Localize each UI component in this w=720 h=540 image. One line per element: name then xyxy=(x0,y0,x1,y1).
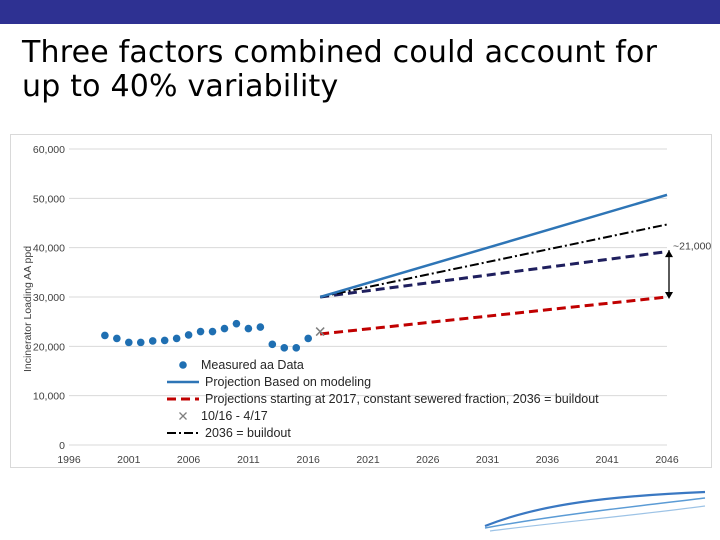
x-tick-label: 2006 xyxy=(177,454,201,466)
measured-data-point xyxy=(136,338,145,347)
measured-data-point xyxy=(232,319,241,328)
legend-marker-measured xyxy=(179,361,187,369)
series-line-dashdot xyxy=(319,223,668,298)
y-tick-label: 30,000 xyxy=(33,292,65,304)
wave-logo xyxy=(484,490,706,532)
x-tick-label: 2021 xyxy=(356,454,380,466)
x-tick-label: 2001 xyxy=(117,454,141,466)
measured-data-point xyxy=(125,338,133,347)
x-tick-label: 2036 xyxy=(536,454,560,466)
slide-title: Three factors combined could account for… xyxy=(22,36,702,104)
y-tick-label: 50,000 xyxy=(33,193,65,205)
x-tick-label: 2046 xyxy=(655,454,679,466)
legend-entry: Projection Based on modeling xyxy=(205,375,371,389)
measured-data-point xyxy=(268,340,277,349)
measured-data-point xyxy=(304,334,313,343)
top-accent-bar xyxy=(0,0,720,24)
y-tick-label: 40,000 xyxy=(33,243,65,255)
y-tick-label: 60,000 xyxy=(33,144,65,156)
x-tick-label: 2041 xyxy=(596,454,620,466)
y-axis-label: Incinerator Loading AA ppd xyxy=(22,246,34,372)
y-tick-label: 10,000 xyxy=(33,391,65,403)
measured-data-point xyxy=(184,331,193,339)
measured-data-point xyxy=(244,324,253,333)
measured-data-point xyxy=(220,324,229,333)
measured-data-point xyxy=(292,344,301,352)
measured-data-point xyxy=(113,334,121,343)
annotation-arrow-head-bottom xyxy=(665,291,673,299)
chart-frame: 0 10,000 20,000 30,000 40,000 50,000 60,000 199… xyxy=(10,134,712,468)
measured-data-point xyxy=(160,336,169,345)
measured-data-point xyxy=(101,331,109,340)
measured-data-point xyxy=(148,337,157,345)
measured-data-point xyxy=(280,344,289,352)
x-tick-label: 2031 xyxy=(476,454,500,466)
measured-data-point xyxy=(256,323,265,331)
line-chart: 0 10,000 20,000 30,000 40,000 50,000 60,000 199… xyxy=(22,144,711,466)
x-tick-label: 1996 xyxy=(57,454,81,466)
series-line-dashed xyxy=(320,295,668,336)
annotation-arrow-head-top xyxy=(665,250,673,258)
measured-data-point xyxy=(208,327,217,336)
x-tick-label: 2011 xyxy=(237,454,260,466)
legend-entry: 10/16 - 4/17 xyxy=(201,409,268,423)
x-marker-point xyxy=(315,327,325,337)
series-line-dashed-navy xyxy=(319,250,668,299)
series-line-solid xyxy=(319,193,668,299)
measured-data-point xyxy=(196,327,205,336)
legend-marker-x xyxy=(179,412,187,420)
y-tick-label: 20,000 xyxy=(33,341,65,353)
slide-title-line-2: up to 40% variability xyxy=(22,69,339,104)
y-tick-label: 0 xyxy=(59,440,65,452)
legend-entry: 2036 = buildout xyxy=(205,426,291,440)
slide-title-line-1: Three factors combined could account for xyxy=(22,35,658,70)
legend-entry: Measured aa Data xyxy=(201,358,304,372)
x-tick-label: 2026 xyxy=(416,454,440,466)
annotation-label: ~21,000 pp xyxy=(673,241,711,253)
legend-entry: Projections starting at 2017, constant s… xyxy=(205,392,599,406)
x-tick-label: 2016 xyxy=(297,454,321,466)
measured-data-point xyxy=(172,334,181,343)
